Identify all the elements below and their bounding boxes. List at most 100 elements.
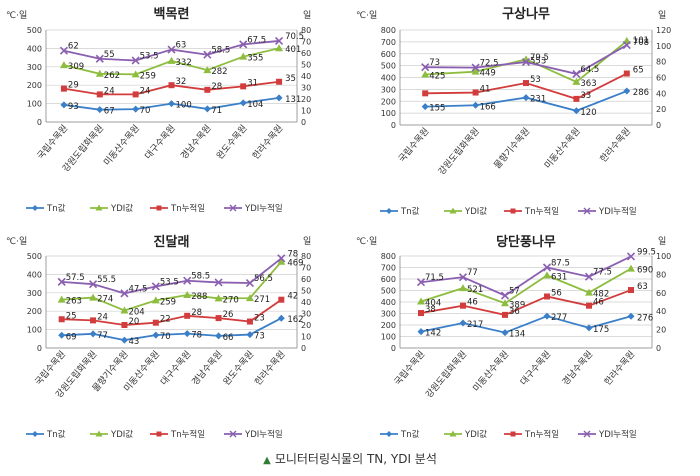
data-label: 131 bbox=[285, 95, 301, 105]
y1-tick-label: 300 bbox=[27, 289, 42, 298]
y2-tick-label: 10 bbox=[301, 107, 311, 116]
data-point bbox=[500, 291, 510, 300]
x-tick-label: 물향기수목원 bbox=[491, 125, 532, 171]
data-label: 142 bbox=[425, 329, 441, 339]
y1-unit-label: ℃·일 bbox=[356, 236, 377, 247]
data-label: 78 bbox=[191, 331, 202, 341]
data-label: 64.5 bbox=[580, 65, 599, 75]
data-label: 70 bbox=[160, 332, 171, 342]
data-point bbox=[96, 106, 104, 114]
y1-unit-label: ℃·일 bbox=[6, 236, 27, 247]
data-point bbox=[459, 319, 467, 327]
data-point bbox=[472, 89, 479, 96]
data-label: 23 bbox=[254, 314, 265, 324]
legend-label: YDI누적일 bbox=[244, 429, 283, 440]
y1-tick-label: 200 bbox=[27, 81, 42, 90]
data-label: 288 bbox=[191, 292, 207, 302]
y2-tick-label: 20 bbox=[301, 95, 311, 104]
data-label: 631 bbox=[551, 272, 567, 282]
data-label: 389 bbox=[509, 300, 525, 310]
legend-label: Tn누적일 bbox=[170, 203, 205, 214]
legend-label: YDI누적일 bbox=[598, 206, 637, 217]
data-point bbox=[543, 312, 551, 320]
chart-panel-3: 진달래 ℃·일 일 0 100 200 300 400 500 0 10 20 30 40 50 60 70 80… bbox=[6, 234, 311, 440]
data-label: 401 bbox=[285, 45, 301, 55]
data-label: 134 bbox=[509, 330, 525, 340]
data-point bbox=[276, 78, 283, 85]
data-label: 53.5 bbox=[160, 277, 179, 287]
data-label: 79.5 bbox=[530, 53, 549, 63]
data-point bbox=[183, 276, 192, 285]
y1-tick-label: 800 bbox=[381, 26, 396, 35]
x-tick-label: 대구수목원 bbox=[158, 349, 193, 388]
chart-title: 당단풍나무 bbox=[496, 234, 556, 250]
legend-marker bbox=[449, 430, 457, 437]
data-label: 24 bbox=[140, 86, 151, 96]
series-line-2 bbox=[420, 267, 632, 305]
data-point bbox=[131, 70, 140, 78]
data-point bbox=[628, 287, 634, 294]
data-point bbox=[57, 295, 66, 303]
y2-tick-label: 100 bbox=[656, 42, 671, 51]
x-tick-label: 대구수목원 bbox=[143, 123, 178, 162]
y2-tick-label: 60 bbox=[656, 74, 666, 83]
data-point bbox=[60, 101, 68, 109]
series-line-3 bbox=[61, 298, 282, 326]
y1-tick-label: 0 bbox=[37, 118, 42, 127]
chart-panel-2: 구상나무 ℃·일 일 0 100 200 300 400 500 600 700 800 0 20 40 60… bbox=[356, 6, 671, 217]
data-point bbox=[131, 56, 140, 65]
legend-label: YDI값 bbox=[110, 429, 133, 440]
y1-tick-label: 100 bbox=[381, 333, 396, 342]
data-label: 66 bbox=[223, 333, 234, 343]
y1-tick-label: 400 bbox=[27, 270, 42, 279]
data-point bbox=[421, 70, 430, 78]
x-tick-label: 한라수목원 bbox=[253, 349, 288, 388]
legend-marker bbox=[229, 430, 237, 438]
data-point bbox=[417, 297, 425, 305]
data-label: 469 bbox=[287, 259, 303, 269]
data-label: 286 bbox=[633, 88, 649, 98]
data-label: 26 bbox=[223, 310, 234, 320]
data-point bbox=[572, 77, 581, 85]
legend-marker bbox=[95, 204, 103, 211]
data-label: 155 bbox=[429, 104, 445, 114]
data-label: 65 bbox=[633, 66, 644, 76]
y2-tick-label: 40 bbox=[656, 89, 666, 98]
data-label: 690 bbox=[637, 266, 653, 276]
data-label: 259 bbox=[160, 297, 176, 307]
legend-label: Tn값 bbox=[400, 206, 420, 217]
y2-unit-label: 일 bbox=[303, 10, 311, 21]
data-label: 35 bbox=[285, 74, 296, 84]
data-point bbox=[246, 318, 253, 325]
x-tick-label: 미동산수목원 bbox=[542, 126, 582, 171]
data-point bbox=[132, 91, 139, 98]
legend-label: Tn누적일 bbox=[170, 429, 205, 440]
data-label: 67.5 bbox=[247, 35, 266, 45]
data-label: 271 bbox=[254, 295, 270, 305]
x-tick-label: 강원도립화목원 bbox=[436, 126, 482, 177]
data-label: 77 bbox=[97, 331, 108, 341]
y2-tick-label: 80 bbox=[301, 26, 311, 35]
legend-label: Tn누적일 bbox=[524, 206, 559, 217]
data-label: 71 bbox=[211, 106, 222, 116]
x-tick-label: 경남수목원 bbox=[178, 122, 214, 161]
data-label: 282 bbox=[211, 67, 227, 77]
legend-marker bbox=[510, 208, 516, 214]
series-line-1 bbox=[420, 315, 632, 334]
legend-marker bbox=[156, 431, 162, 437]
legend-label: YDI값 bbox=[464, 206, 487, 217]
data-point bbox=[627, 264, 635, 272]
data-point bbox=[417, 328, 425, 336]
data-point bbox=[246, 331, 254, 339]
data-point bbox=[501, 329, 509, 337]
legend-label: Tn값 bbox=[46, 429, 66, 440]
x-tick-label: 경남수목원 bbox=[559, 348, 595, 387]
data-point bbox=[215, 315, 222, 322]
data-point bbox=[58, 316, 65, 323]
y2-tick-label: 20 bbox=[656, 105, 666, 114]
y1-tick-label: 100 bbox=[381, 109, 396, 118]
legend-label: YDI누적일 bbox=[598, 429, 637, 440]
legend-label: Tn값 bbox=[46, 203, 66, 214]
data-label: 99.5 bbox=[637, 247, 656, 257]
data-label: 55.5 bbox=[97, 275, 116, 285]
